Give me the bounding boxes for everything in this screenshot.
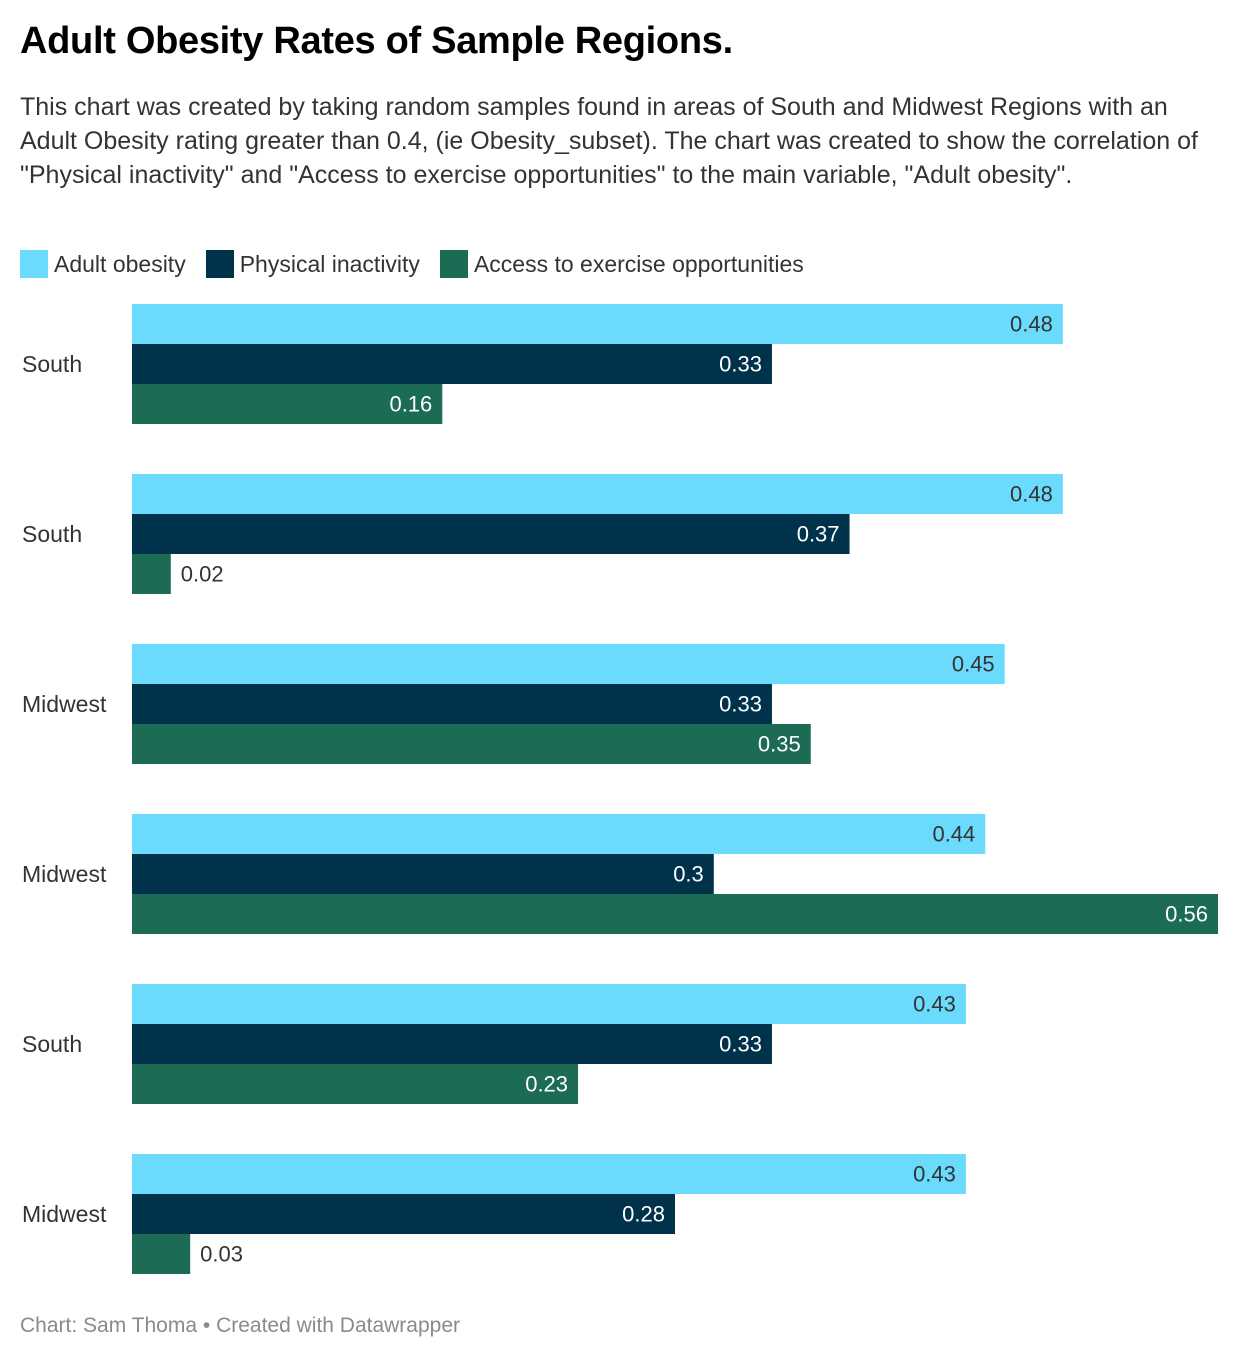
- data-label-access-to-exercise-opportunities-3: 0.35: [758, 732, 801, 757]
- data-label-access-to-exercise-opportunities-5: 0.23: [525, 1072, 568, 1097]
- category-label-6: Midwest: [22, 1201, 107, 1227]
- bar-access-to-exercise-opportunities-4: [132, 894, 1218, 934]
- bar-adult-obesity-5: [132, 984, 966, 1024]
- legend-label-access-to-exercise: Access to exercise opportunities: [473, 250, 804, 277]
- footer-separator: •: [202, 1314, 211, 1337]
- bar-physical-inactivity-5: [132, 1024, 772, 1064]
- data-label-access-to-exercise-opportunities-6: 0.03: [200, 1242, 243, 1267]
- data-label-access-to-exercise-opportunities-1: 0.16: [389, 392, 432, 417]
- data-label-adult-obesity-1: 0.48: [1010, 312, 1053, 337]
- bar-physical-inactivity-4: [132, 854, 714, 894]
- data-label-adult-obesity-6: 0.43: [913, 1162, 956, 1187]
- data-label-access-to-exercise-opportunities-2: 0.02: [181, 562, 224, 587]
- data-label-physical-inactivity-5: 0.33: [719, 1032, 762, 1057]
- legend: Adult obesity Physical inactivity Access…: [20, 249, 804, 279]
- legend-item-access-to-exercise: Access to exercise opportunities: [439, 250, 804, 278]
- legend-item-physical-inactivity: Physical inactivity: [205, 250, 420, 278]
- legend-item-adult-obesity: Adult obesity: [20, 250, 186, 278]
- bar-physical-inactivity-1: [132, 344, 772, 384]
- data-label-physical-inactivity-3: 0.33: [719, 692, 762, 717]
- legend-label-physical-inactivity: Physical inactivity: [239, 250, 420, 277]
- bar-adult-obesity-1: [132, 304, 1063, 344]
- legend-label-adult-obesity: Adult obesity: [54, 250, 186, 277]
- category-label-2: South: [22, 521, 82, 547]
- data-label-physical-inactivity-1: 0.33: [719, 352, 762, 377]
- bar-access-to-exercise-opportunities-3: [132, 724, 811, 764]
- bar-access-to-exercise-opportunities-1: [132, 384, 443, 424]
- bar-access-to-exercise-opportunities-6: [132, 1234, 191, 1274]
- category-label-4: Midwest: [22, 861, 107, 887]
- data-label-physical-inactivity-2: 0.37: [797, 522, 840, 547]
- footer-source: Chart: Sam Thoma: [20, 1314, 198, 1337]
- footer-credit: Created with Datawrapper: [216, 1314, 461, 1337]
- chart-description: This chart was created by taking random …: [20, 93, 1198, 189]
- category-label-5: South: [22, 1031, 82, 1057]
- data-label-physical-inactivity-6: 0.28: [622, 1202, 665, 1227]
- data-label-adult-obesity-3: 0.45: [952, 652, 995, 677]
- data-label-adult-obesity-2: 0.48: [1010, 482, 1053, 507]
- bar-adult-obesity-3: [132, 644, 1005, 684]
- category-label-1: South: [22, 351, 82, 377]
- chart-footer: Chart: Sam Thoma • Created with Datawrap…: [20, 1314, 460, 1338]
- bar-access-to-exercise-opportunities-5: [132, 1064, 579, 1104]
- chart-title: Adult Obesity Rates of Sample Regions.: [20, 20, 733, 62]
- bar-access-to-exercise-opportunities-2: [132, 554, 171, 594]
- data-label-adult-obesity-5: 0.43: [913, 992, 956, 1017]
- data-label-adult-obesity-4: 0.44: [932, 822, 975, 847]
- bar-adult-obesity-2: [132, 474, 1063, 514]
- data-label-access-to-exercise-opportunities-4: 0.56: [1165, 902, 1208, 927]
- bar-adult-obesity-6: [132, 1154, 966, 1194]
- data-label-physical-inactivity-4: 0.3: [673, 862, 704, 887]
- category-label-3: Midwest: [22, 691, 107, 717]
- bar-physical-inactivity-3: [132, 684, 772, 724]
- legend-swatch-physical-inactivity: [205, 250, 234, 278]
- legend-swatch-adult-obesity: [20, 250, 48, 278]
- legend-swatch-access-to-exercise: [439, 250, 468, 278]
- bar-adult-obesity-4: [132, 814, 986, 854]
- bar-physical-inactivity-6: [132, 1194, 675, 1234]
- bar-physical-inactivity-2: [132, 514, 850, 554]
